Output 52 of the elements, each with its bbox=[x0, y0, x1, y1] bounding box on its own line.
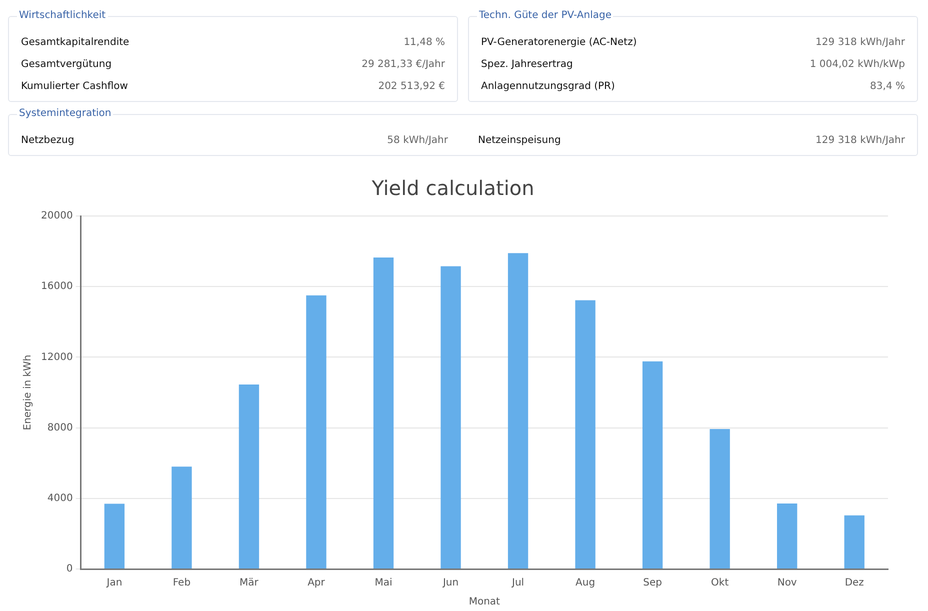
x-tick-label: Mai bbox=[374, 578, 392, 589]
bar bbox=[844, 515, 864, 568]
text: 129 318 kWh/Jahr bbox=[816, 134, 905, 146]
y-tick-label: 12000 bbox=[41, 352, 73, 363]
bar bbox=[508, 253, 528, 568]
x-tick-label: Sep bbox=[643, 578, 662, 589]
text: Gesamtkapitalrendite bbox=[21, 36, 130, 48]
text: 29 281,33 €/Jahr bbox=[362, 58, 445, 70]
bar bbox=[172, 466, 192, 568]
text: 11,48 % bbox=[404, 36, 445, 48]
bar bbox=[777, 504, 798, 568]
bar bbox=[710, 429, 730, 568]
x-tick-label: Dez bbox=[844, 578, 864, 589]
y-tick-label: 0 bbox=[66, 564, 73, 575]
text: Gesamtvergütung bbox=[21, 58, 112, 70]
y-axis-title: Energie in kWh bbox=[22, 354, 34, 430]
bar bbox=[373, 257, 394, 568]
text: Anlagennutzungsgrad (PR) bbox=[481, 80, 615, 92]
y-tick-label: 16000 bbox=[41, 281, 73, 292]
text: PV-Generatorenergie (AC-Netz) bbox=[481, 36, 637, 48]
text: Netzeinspeisung bbox=[478, 134, 561, 146]
x-tick-label: Nov bbox=[777, 578, 797, 589]
chart-title: Yield calculation bbox=[370, 176, 534, 200]
bar bbox=[238, 384, 260, 568]
bar bbox=[575, 300, 596, 568]
x-tick-label: Okt bbox=[711, 578, 729, 589]
x-tick-label: Feb bbox=[172, 578, 191, 589]
y-tick-label: 4000 bbox=[47, 492, 73, 504]
text: 83,4 % bbox=[870, 80, 905, 92]
x-tick-label: Jan bbox=[106, 578, 122, 589]
text: Netzbezug bbox=[21, 134, 74, 146]
y-tick-label: 20000 bbox=[41, 210, 73, 222]
x-axis-title: Monat bbox=[468, 596, 500, 608]
text: Systemintegration bbox=[17, 108, 114, 119]
bar bbox=[642, 361, 663, 568]
bar bbox=[306, 295, 326, 568]
y-tick-label: 8000 bbox=[47, 422, 73, 434]
bar bbox=[104, 504, 125, 568]
text: 202 513,92 € bbox=[378, 80, 445, 92]
text: Kumulierter Cashflow bbox=[21, 80, 128, 92]
x-tick-label: Aug bbox=[576, 578, 596, 589]
text: 129 318 kWh/Jahr bbox=[816, 36, 905, 48]
text: 58 kWh/Jahr bbox=[387, 134, 448, 146]
text: Spez. Jahresertrag bbox=[481, 58, 573, 70]
x-tick-label: Jun bbox=[442, 578, 459, 589]
x-tick-label: Apr bbox=[308, 578, 326, 589]
text: Wirtschaftlichkeit bbox=[17, 10, 108, 21]
bar bbox=[440, 266, 461, 568]
text: 1 004,02 kWh/kWp bbox=[810, 58, 905, 70]
text: Techn. Güte der PV-Anlage bbox=[477, 10, 614, 21]
x-tick-label: Mär bbox=[240, 578, 260, 589]
x-tick-label: Jul bbox=[511, 578, 524, 589]
